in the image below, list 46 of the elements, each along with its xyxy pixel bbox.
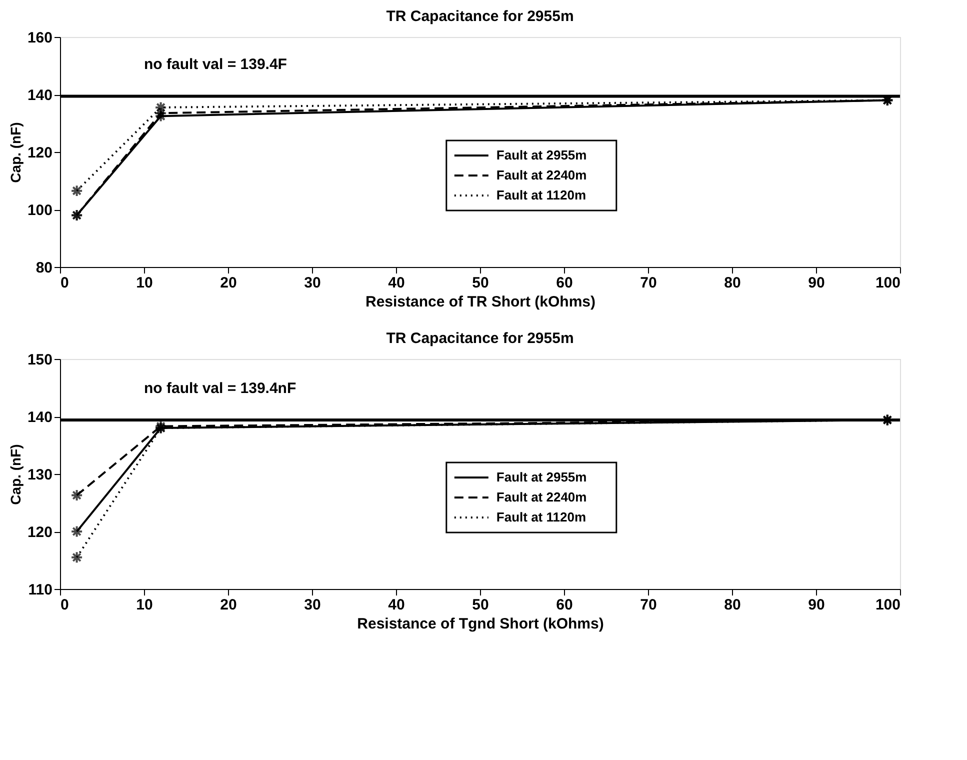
ref-line-label: no fault val = 139.4F [144, 56, 287, 74]
x-axis-title: Resistance of Tgnd Short (kOhms) [357, 616, 604, 632]
x-tick-label: 100 [875, 274, 900, 292]
y-tick-label: 140 [27, 409, 52, 426]
y-axis-title: Cap. (nF) [7, 444, 24, 505]
x-tick-label: 10 [136, 274, 153, 292]
y-tick-label: 150 [27, 352, 52, 368]
y-tick-label: 160 [27, 30, 52, 46]
x-tick-label: 50 [472, 274, 489, 292]
chart-title: TR Capacitance for 2955m [386, 8, 574, 25]
x-tick-label: 10 [136, 596, 153, 614]
legend-label: Fault at 2955m [496, 148, 587, 162]
legend-label: Fault at 2240m [496, 168, 587, 182]
y-axis-title: Cap. (nF) [7, 122, 24, 183]
x-tick-label: 50 [472, 596, 489, 614]
y-tick-label: 100 [27, 202, 52, 219]
x-tick-label: 90 [808, 596, 825, 614]
x-tick-label: 0 [60, 274, 69, 292]
x-tick-label: 80 [724, 596, 741, 614]
x-tick-label: 90 [808, 274, 825, 292]
chart-title: TR Capacitance for 2955m [386, 330, 574, 347]
x-tick-label: 60 [556, 274, 573, 292]
legend-label: Fault at 1120m [496, 510, 586, 524]
x-tick-label: 60 [556, 596, 573, 614]
x-tick-label: 30 [304, 596, 321, 614]
x-tick-label: 30 [304, 274, 321, 292]
x-tick-label: 40 [388, 596, 405, 614]
x-axis-title: Resistance of TR Short (kOhms) [365, 294, 596, 310]
legend-label: Fault at 1120m [496, 188, 586, 202]
x-tick-label: 0 [60, 596, 69, 614]
ref-line-label: no fault val = 139.4nF [144, 380, 296, 397]
x-tick-label: 70 [640, 274, 657, 292]
x-tick-label: 20 [220, 274, 237, 292]
x-tick-label: 100 [875, 596, 900, 614]
x-tick-label: 80 [724, 274, 741, 292]
y-tick-label: 110 [28, 582, 52, 598]
x-tick-label: 40 [388, 274, 405, 292]
y-tick-label: 80 [36, 260, 52, 276]
x-tick-label: 20 [220, 596, 237, 614]
y-tick-label: 140 [27, 87, 52, 104]
legend-label: Fault at 2240m [496, 490, 587, 504]
y-tick-label: 130 [27, 466, 52, 484]
x-tick-label: 70 [640, 596, 657, 614]
y-tick-label: 120 [27, 144, 52, 162]
legend-label: Fault at 2955m [496, 470, 587, 484]
y-tick-label: 120 [27, 524, 52, 541]
